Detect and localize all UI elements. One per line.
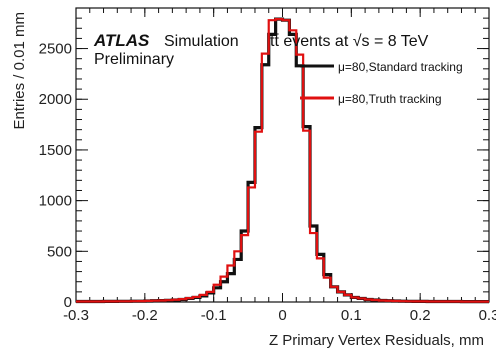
x-tick-label: 0.2 <box>410 307 431 324</box>
x-tick-label: 0.1 <box>341 307 362 324</box>
y-tick-label: 500 <box>47 243 72 260</box>
x-axis-title: Z Primary Vertex Residuals, mm <box>269 332 484 349</box>
series-truth-tracking <box>76 18 489 303</box>
x-tick-label: 0 <box>278 307 286 324</box>
process-label: tt̄ events at √s = 8 TeV <box>270 33 429 50</box>
y-tick-label: 1500 <box>39 142 72 159</box>
atlas-status2-label: Preliminary <box>94 51 174 68</box>
x-tick-label: -0.3 <box>63 307 89 324</box>
axis-ticks: -0.3 -0.2 -0.1 0 0.1 0.2 0.3 0 500 1000 1500 2000 25… <box>39 7 496 324</box>
y-tick-label: 2500 <box>39 41 72 58</box>
atlas-label: ATLAS Simulation Preliminary <box>93 31 239 68</box>
legend-label-truth: μ=80,Truth tracking <box>338 92 442 106</box>
legend: μ=80,Standard tracking μ=80,Truth tracki… <box>300 60 463 106</box>
x-tick-label: -0.2 <box>132 307 158 324</box>
atlas-experiment-label: ATLAS <box>93 31 150 50</box>
y-axis-title: Entries / 0.01 mm <box>11 12 28 130</box>
y-tick-label: 1000 <box>39 193 72 210</box>
x-tick-label: 0.3 <box>479 307 496 324</box>
y-tick-label: 2000 <box>39 91 72 108</box>
x-tick-label: -0.1 <box>201 307 227 324</box>
y-tick-label: 0 <box>64 294 72 311</box>
series-layer <box>76 17 489 304</box>
atlas-status-label: Simulation <box>164 33 239 50</box>
legend-label-standard: μ=80,Standard tracking <box>338 60 463 74</box>
